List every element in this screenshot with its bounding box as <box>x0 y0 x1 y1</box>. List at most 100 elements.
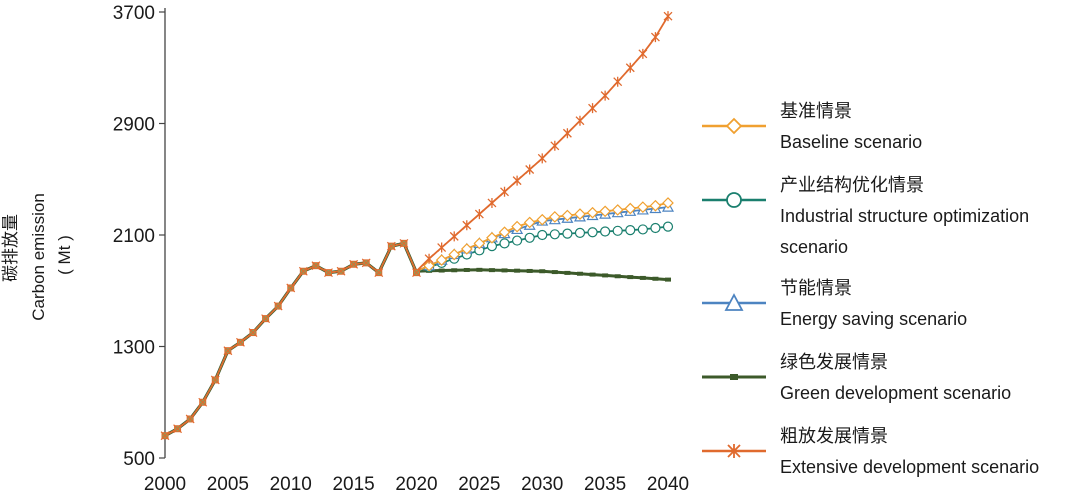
data-point <box>537 153 547 164</box>
x-tick-label: 2035 <box>584 474 626 493</box>
history-point-x <box>298 266 308 276</box>
data-point <box>435 254 448 266</box>
data-point <box>551 270 558 275</box>
asterisk-marker-icon <box>702 444 766 458</box>
history-point-x <box>248 328 258 337</box>
data-point <box>486 231 498 244</box>
data-point <box>473 237 486 250</box>
x-tick-label: 2020 <box>395 474 437 493</box>
data-point <box>499 238 510 249</box>
data-point <box>627 275 634 280</box>
legend-item-energy: 节能情景 Energy saving scenario <box>700 273 1080 335</box>
x-tick-label: 2030 <box>521 474 563 493</box>
triangle-marker-icon <box>702 293 766 311</box>
legend-label-cn: 产业结构优化情景 <box>780 175 924 195</box>
history-point-x <box>361 258 371 268</box>
data-point <box>562 128 572 139</box>
data-point <box>637 201 649 213</box>
data-point <box>652 276 659 281</box>
data-point <box>575 115 585 126</box>
y-axis-label-en: Carbon emission <box>29 193 48 321</box>
data-point <box>650 32 660 43</box>
data-point <box>523 216 536 229</box>
y-axis-label-unit: ( Mt ) <box>55 235 74 275</box>
data-point <box>663 11 673 22</box>
history-point-x <box>412 268 421 278</box>
data-point <box>437 242 447 253</box>
legend-label-en: Extensive development scenario <box>780 457 1040 477</box>
data-point <box>574 227 586 239</box>
data-point <box>649 199 662 212</box>
data-point <box>611 204 624 216</box>
data-point <box>613 76 623 87</box>
y-tick-label: 500 <box>123 449 155 470</box>
x-tick-label: 2010 <box>270 474 312 493</box>
data-point <box>564 270 571 275</box>
series-square <box>416 267 671 282</box>
data-point <box>511 235 523 246</box>
series-diamond <box>416 197 674 273</box>
data-point <box>423 259 435 272</box>
history-point-x <box>311 261 321 271</box>
history-point-x <box>273 301 283 311</box>
history-point-x <box>210 375 220 385</box>
data-point <box>625 225 636 236</box>
data-point <box>614 274 621 279</box>
history-point-x <box>261 314 271 324</box>
x-tick-label: 2015 <box>332 474 374 493</box>
y-tick-label: 2100 <box>113 226 155 247</box>
data-point <box>625 62 635 73</box>
legend-label-en: Energy saving scenario <box>780 309 968 329</box>
data-point <box>539 269 546 274</box>
data-point <box>537 229 548 241</box>
data-point <box>525 164 535 175</box>
legend-label-cn: 基准情景 <box>780 101 852 121</box>
data-point <box>449 231 459 242</box>
data-point <box>662 197 674 209</box>
data-point <box>562 228 573 239</box>
series-asterisk <box>415 11 673 272</box>
data-point <box>637 224 648 235</box>
data-point <box>588 103 598 114</box>
data-point <box>536 213 549 226</box>
data-point <box>498 226 511 239</box>
data-point <box>424 253 434 264</box>
data-point <box>624 202 637 215</box>
data-point <box>650 222 661 234</box>
series-circle <box>416 221 674 273</box>
data-point <box>602 273 609 278</box>
history-point-x <box>223 346 233 356</box>
legend-label-cn: 粗放发展情景 <box>780 426 888 446</box>
history-point-x <box>349 259 359 269</box>
history-point-x <box>160 431 170 441</box>
axis-ticks: 500 1300 2100 2900 3700 2000 2005 2010 2015 2020 2… <box>113 3 689 493</box>
data-point <box>599 205 611 218</box>
data-point <box>549 229 560 240</box>
history-point-x <box>386 241 396 251</box>
legend-item-industrial: 产业结构优化情景 Industrial structure optimizati… <box>700 170 1080 263</box>
data-point <box>548 211 561 223</box>
history-point-x <box>198 397 208 407</box>
data-point <box>463 267 470 272</box>
history-point-x <box>374 268 384 278</box>
x-tick-label: 2025 <box>458 474 500 493</box>
legend-item-green: 绿色发展情景 Green development scenario <box>700 347 1080 409</box>
legend-item-extensive: 粗放发展情景 Extensive development scenario <box>700 421 1080 483</box>
data-point <box>524 232 535 243</box>
history-point-x <box>286 283 296 293</box>
x-tick-label: 2005 <box>207 474 249 493</box>
data-point <box>488 268 495 273</box>
history-point-x <box>173 424 182 434</box>
data-point <box>665 277 671 282</box>
chart-canvas: 500 1300 2100 2900 3700 2000 2005 2010 2015 2020 2… <box>1 3 689 493</box>
diamond-marker-icon <box>702 117 766 135</box>
data-point <box>448 248 461 261</box>
data-point <box>600 226 611 237</box>
data-point <box>514 268 521 273</box>
y-axis-label: 碳排放量 Carbon emission ( Mt ) <box>1 193 74 321</box>
legend-label-en: Green development scenario <box>780 383 1012 403</box>
history-point-x <box>185 414 195 424</box>
history-point-x <box>324 268 333 278</box>
data-point <box>526 268 533 273</box>
data-point <box>511 220 523 233</box>
